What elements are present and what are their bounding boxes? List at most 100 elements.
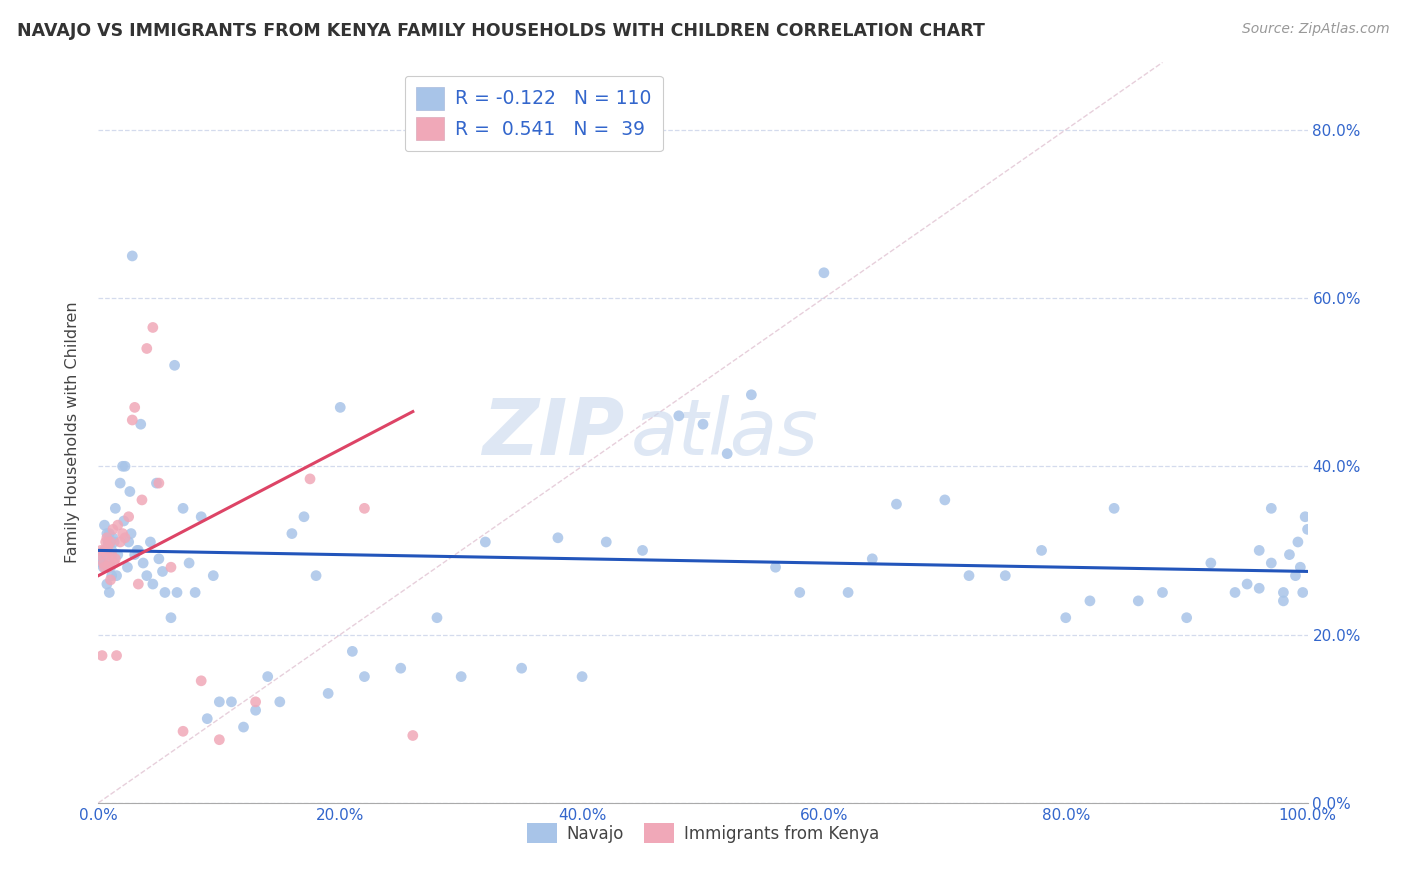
Point — [957, 568, 980, 582]
Point — [100, 573, 122, 587]
Point — [96, 548, 118, 562]
Point — [118, 509, 141, 524]
Point — [108, 535, 131, 549]
Point — [98, 526, 121, 541]
Point — [789, 585, 811, 599]
Point — [145, 476, 167, 491]
Point — [131, 492, 153, 507]
Point — [202, 568, 225, 582]
Point — [1260, 501, 1282, 516]
Point — [132, 556, 155, 570]
Point — [1289, 560, 1312, 574]
Point — [94, 535, 117, 549]
Point — [1249, 581, 1271, 595]
Point — [1249, 543, 1271, 558]
Point — [127, 543, 149, 558]
Point — [316, 686, 339, 700]
Point — [256, 670, 278, 684]
Point — [114, 531, 136, 545]
Point — [98, 556, 121, 570]
Point — [97, 560, 120, 574]
Point — [96, 526, 118, 541]
Point — [90, 551, 112, 566]
Point — [160, 610, 183, 624]
Point — [172, 501, 194, 516]
Point — [631, 543, 654, 558]
Point — [91, 560, 114, 574]
Point — [93, 543, 115, 558]
Point — [179, 556, 201, 570]
Point — [135, 568, 157, 582]
Point — [1284, 568, 1306, 582]
Point — [97, 539, 120, 553]
Point — [1260, 556, 1282, 570]
Point — [184, 585, 207, 599]
Point — [232, 720, 254, 734]
Point — [114, 459, 136, 474]
Point — [108, 476, 131, 491]
Point — [120, 526, 142, 541]
Point — [571, 670, 593, 684]
Point — [190, 673, 212, 688]
Point — [124, 401, 146, 415]
Point — [103, 535, 125, 549]
Point — [1175, 610, 1198, 624]
Point — [353, 501, 375, 516]
Point — [93, 518, 115, 533]
Point — [90, 543, 112, 558]
Point — [100, 568, 122, 582]
Point — [89, 548, 111, 562]
Point — [104, 501, 127, 516]
Point — [91, 556, 114, 570]
Point — [1286, 535, 1309, 549]
Point — [107, 548, 129, 562]
Point — [1236, 577, 1258, 591]
Point — [101, 531, 124, 545]
Legend: Navajo, Immigrants from Kenya: Navajo, Immigrants from Kenya — [520, 816, 886, 850]
Point — [111, 459, 134, 474]
Point — [1272, 585, 1295, 599]
Point — [93, 560, 115, 574]
Point — [100, 560, 122, 574]
Point — [765, 560, 787, 574]
Point — [121, 249, 143, 263]
Point — [195, 712, 218, 726]
Point — [127, 543, 149, 558]
Point — [117, 560, 139, 574]
Point — [668, 409, 690, 423]
Point — [245, 703, 267, 717]
Point — [112, 514, 135, 528]
Point — [305, 568, 328, 582]
Point — [342, 644, 364, 658]
Point — [208, 695, 231, 709]
Point — [101, 522, 124, 536]
Point — [105, 568, 128, 582]
Point — [148, 476, 170, 491]
Point — [103, 556, 125, 570]
Point — [153, 585, 176, 599]
Point — [139, 535, 162, 549]
Point — [281, 526, 304, 541]
Point — [1223, 585, 1246, 599]
Point — [1078, 594, 1101, 608]
Point — [104, 551, 127, 566]
Point — [107, 518, 129, 533]
Point — [124, 548, 146, 562]
Point — [329, 401, 352, 415]
Point — [886, 497, 908, 511]
Point — [1128, 594, 1150, 608]
Point — [353, 670, 375, 684]
Point — [860, 551, 883, 566]
Point — [96, 577, 118, 591]
Point — [100, 535, 122, 549]
Point — [1054, 610, 1077, 624]
Point — [100, 543, 122, 558]
Point — [121, 413, 143, 427]
Point — [190, 509, 212, 524]
Point — [1296, 522, 1319, 536]
Point — [716, 447, 738, 461]
Point — [160, 560, 183, 574]
Point — [837, 585, 859, 599]
Point — [129, 417, 152, 432]
Point — [1102, 501, 1125, 516]
